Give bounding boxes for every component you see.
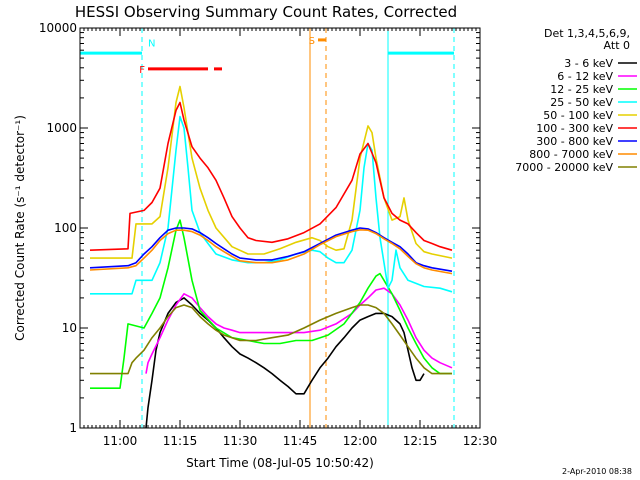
series-line-8	[89, 229, 453, 275]
series-line-9	[90, 304, 452, 375]
generation-timestamp: 2-Apr-2010 08:38	[562, 467, 632, 476]
axes: 11:00 11:15 11:30 11:45 12:00 12:15 12:30 1 10 10…	[39, 21, 497, 448]
legend-label-8: 800 - 7000 keV	[529, 148, 613, 161]
legend-label-3: 12 - 25 keV	[550, 83, 613, 96]
y-tick-label: 10000	[39, 21, 77, 35]
series-line-4	[90, 115, 453, 295]
series-line-2	[145, 287, 453, 374]
legend-label-7: 300 - 800 keV	[536, 135, 613, 148]
x-tick-label: 11:15	[163, 434, 198, 448]
series-line-1	[145, 297, 425, 429]
legend-label-6: 100 - 300 keV	[536, 122, 613, 135]
legend-label-1: 3 - 6 keV	[564, 57, 613, 70]
series-line-6	[89, 101, 453, 251]
x-tick-label: 11:30	[223, 434, 258, 448]
saa-flag-label: S	[309, 36, 315, 47]
y-tick-label: 100	[54, 221, 77, 235]
legend-label-5: 50 - 100 keV	[543, 109, 613, 122]
legend-label-2: 6 - 12 keV	[557, 70, 613, 83]
x-tick-label: 11:00	[103, 434, 138, 448]
plot-area: F S N	[80, 28, 455, 429]
x-tick-label: 12:00	[343, 434, 378, 448]
legend-label-9: 7000 - 20000 keV	[515, 161, 613, 174]
y-tick-label: 1	[69, 421, 77, 435]
plot-frame	[79, 27, 481, 429]
night-label: N	[148, 39, 155, 50]
y-tick-label: 10	[62, 321, 77, 335]
series-line-7	[89, 227, 453, 272]
legend-header-line: Att 0	[604, 39, 630, 52]
y-axis-label: Corrected Count Rate (s⁻¹ detector⁻¹)	[13, 115, 27, 341]
flare-flag-label: F	[139, 65, 145, 76]
x-tick-label: 12:15	[403, 434, 438, 448]
legend-header-line: Det 1,3,4,5,6,9,	[544, 27, 630, 40]
chart-title: HESSI Observing Summary Count Rates, Cor…	[75, 3, 457, 21]
series-line-3	[90, 219, 452, 390]
x-tick-label: 11:45	[283, 434, 318, 448]
series-line-5	[90, 85, 453, 259]
x-axis-label: Start Time (08-Jul-05 10:50:42)	[186, 456, 374, 470]
x-tick-label: 12:30	[463, 434, 498, 448]
y-tick-label: 1000	[46, 121, 77, 135]
legend-label-4: 25 - 50 keV	[550, 96, 613, 109]
